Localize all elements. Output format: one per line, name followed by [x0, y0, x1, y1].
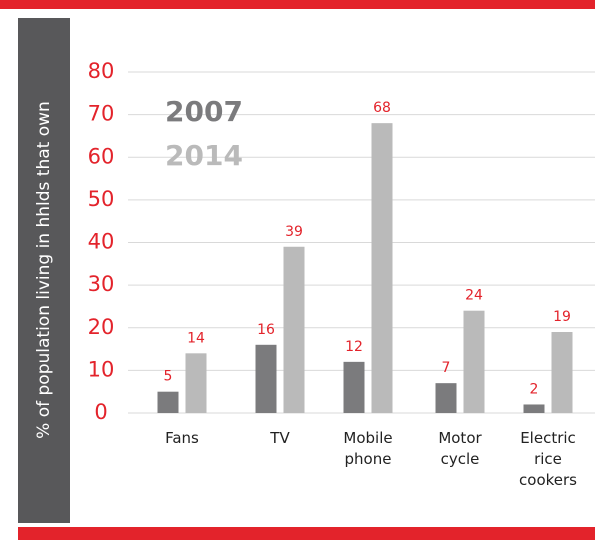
- bar: [463, 310, 485, 413]
- side-panel: [18, 18, 70, 523]
- x-tick-label: Electric rice cookers: [519, 429, 577, 489]
- y-tick-label: 10: [88, 357, 115, 381]
- y-tick-label: 50: [88, 187, 115, 211]
- y-tick-label: 40: [88, 230, 115, 254]
- bar: [371, 123, 393, 414]
- value-label: 14: [187, 330, 205, 346]
- value-label: 12: [345, 339, 363, 355]
- top-rule: [0, 0, 595, 9]
- y-tick-label: 0: [94, 400, 107, 424]
- value-label: 39: [285, 224, 303, 240]
- value-label: 2: [530, 381, 539, 397]
- value-label: 5: [164, 369, 173, 385]
- x-tick-label: TV: [270, 429, 290, 447]
- bar: [283, 246, 305, 413]
- bar: [157, 391, 179, 413]
- bottom-rule: [18, 527, 595, 540]
- value-label: 19: [553, 309, 571, 325]
- y-axis-label: % of population living in hhlds that own: [34, 101, 54, 439]
- bar: [255, 344, 277, 413]
- bar: [551, 332, 573, 413]
- y-tick-label: 80: [88, 59, 115, 83]
- y-tick-label: 20: [88, 315, 115, 339]
- value-label: 24: [465, 288, 483, 304]
- value-label: 16: [257, 322, 275, 338]
- bar: [435, 383, 457, 413]
- value-label: 7: [442, 360, 451, 376]
- x-tick-label: Fans: [165, 429, 199, 447]
- x-tick-label: Mobile phone: [343, 429, 393, 468]
- y-tick-label: 60: [88, 144, 115, 168]
- legend-label: 2014: [165, 139, 243, 172]
- bar: [343, 361, 365, 413]
- bar: [523, 404, 545, 413]
- y-tick-label: 30: [88, 272, 115, 296]
- bar: [185, 353, 207, 413]
- value-label: 68: [373, 100, 391, 116]
- x-tick-label: Motor cycle: [438, 429, 482, 468]
- legend-label: 2007: [165, 95, 243, 128]
- y-tick-label: 70: [88, 102, 115, 126]
